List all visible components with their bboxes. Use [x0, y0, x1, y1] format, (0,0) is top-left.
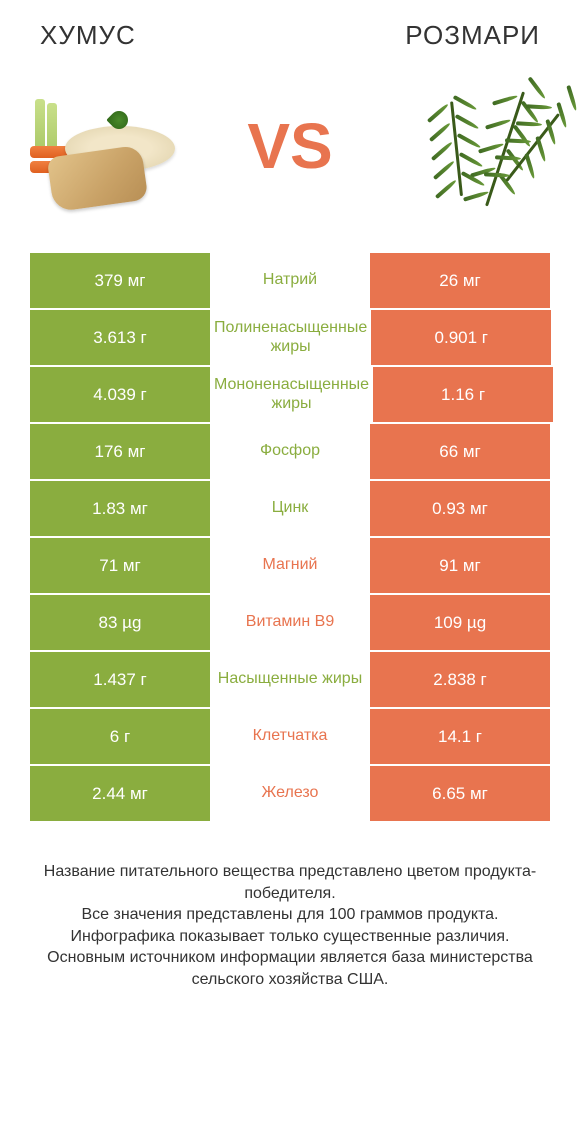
table-row: 176 мгФосфор66 мг	[30, 422, 550, 479]
right-value-cell: 6.65 мг	[370, 766, 550, 821]
left-product-title: ХУМУС	[40, 20, 136, 51]
table-row: 1.83 мгЦинк0.93 мг	[30, 479, 550, 536]
left-value-cell: 2.44 мг	[30, 766, 210, 821]
table-row: 1.437 гНасыщенные жиры2.838 г	[30, 650, 550, 707]
left-value-cell: 176 мг	[30, 424, 210, 479]
footer-line: Название питательного вещества представл…	[30, 861, 550, 904]
nutrient-label: Витамин B9	[210, 595, 370, 650]
right-value-cell: 14.1 г	[370, 709, 550, 764]
vs-label: VS	[247, 109, 332, 183]
table-row: 3.613 гПолиненасыщенные жиры0.901 г	[30, 308, 550, 365]
nutrient-label: Мононенасыщенные жиры	[210, 367, 373, 422]
table-row: 83 µgВитамин B9109 µg	[30, 593, 550, 650]
footer-line: Инфографика показывает только существенн…	[30, 926, 550, 948]
table-row: 2.44 мгЖелезо6.65 мг	[30, 764, 550, 821]
left-value-cell: 1.437 г	[30, 652, 210, 707]
right-value-cell: 0.901 г	[371, 310, 551, 365]
right-value-cell: 2.838 г	[370, 652, 550, 707]
nutrient-label: Натрий	[210, 253, 370, 308]
nutrient-label: Полиненасыщенные жиры	[210, 310, 371, 365]
left-value-cell: 6 г	[30, 709, 210, 764]
right-value-cell: 0.93 мг	[370, 481, 550, 536]
nutrient-label: Цинк	[210, 481, 370, 536]
right-value-cell: 1.16 г	[373, 367, 553, 422]
right-value-cell: 26 мг	[370, 253, 550, 308]
footer-line: Все значения представлены для 100 граммо…	[30, 904, 550, 926]
right-value-cell: 66 мг	[370, 424, 550, 479]
left-value-cell: 83 µg	[30, 595, 210, 650]
footer-line: Основным источником информации является …	[30, 947, 550, 990]
right-product-title: РОЗМАРИ	[405, 20, 540, 51]
left-value-cell: 1.83 мг	[30, 481, 210, 536]
table-row: 379 мгНатрий26 мг	[30, 251, 550, 308]
nutrient-label: Клетчатка	[210, 709, 370, 764]
nutrient-label: Железо	[210, 766, 370, 821]
left-value-cell: 4.039 г	[30, 367, 210, 422]
header: ХУМУС РОЗМАРИ	[0, 0, 580, 61]
hummus-illustration	[30, 81, 190, 211]
comparison-table: 379 мгНатрий26 мг3.613 гПолиненасыщенные…	[30, 251, 550, 821]
table-row: 6 гКлетчатка14.1 г	[30, 707, 550, 764]
nutrient-label: Фосфор	[210, 424, 370, 479]
right-value-cell: 109 µg	[370, 595, 550, 650]
rosemary-illustration	[390, 81, 550, 211]
nutrient-label: Магний	[210, 538, 370, 593]
left-value-cell: 379 мг	[30, 253, 210, 308]
left-value-cell: 71 мг	[30, 538, 210, 593]
left-value-cell: 3.613 г	[30, 310, 210, 365]
hero-section: VS	[0, 61, 580, 251]
table-row: 4.039 гМононенасыщенные жиры1.16 г	[30, 365, 550, 422]
right-value-cell: 91 мг	[370, 538, 550, 593]
nutrient-label: Насыщенные жиры	[210, 652, 370, 707]
table-row: 71 мгМагний91 мг	[30, 536, 550, 593]
footer-notes: Название питательного вещества представл…	[0, 821, 580, 1011]
